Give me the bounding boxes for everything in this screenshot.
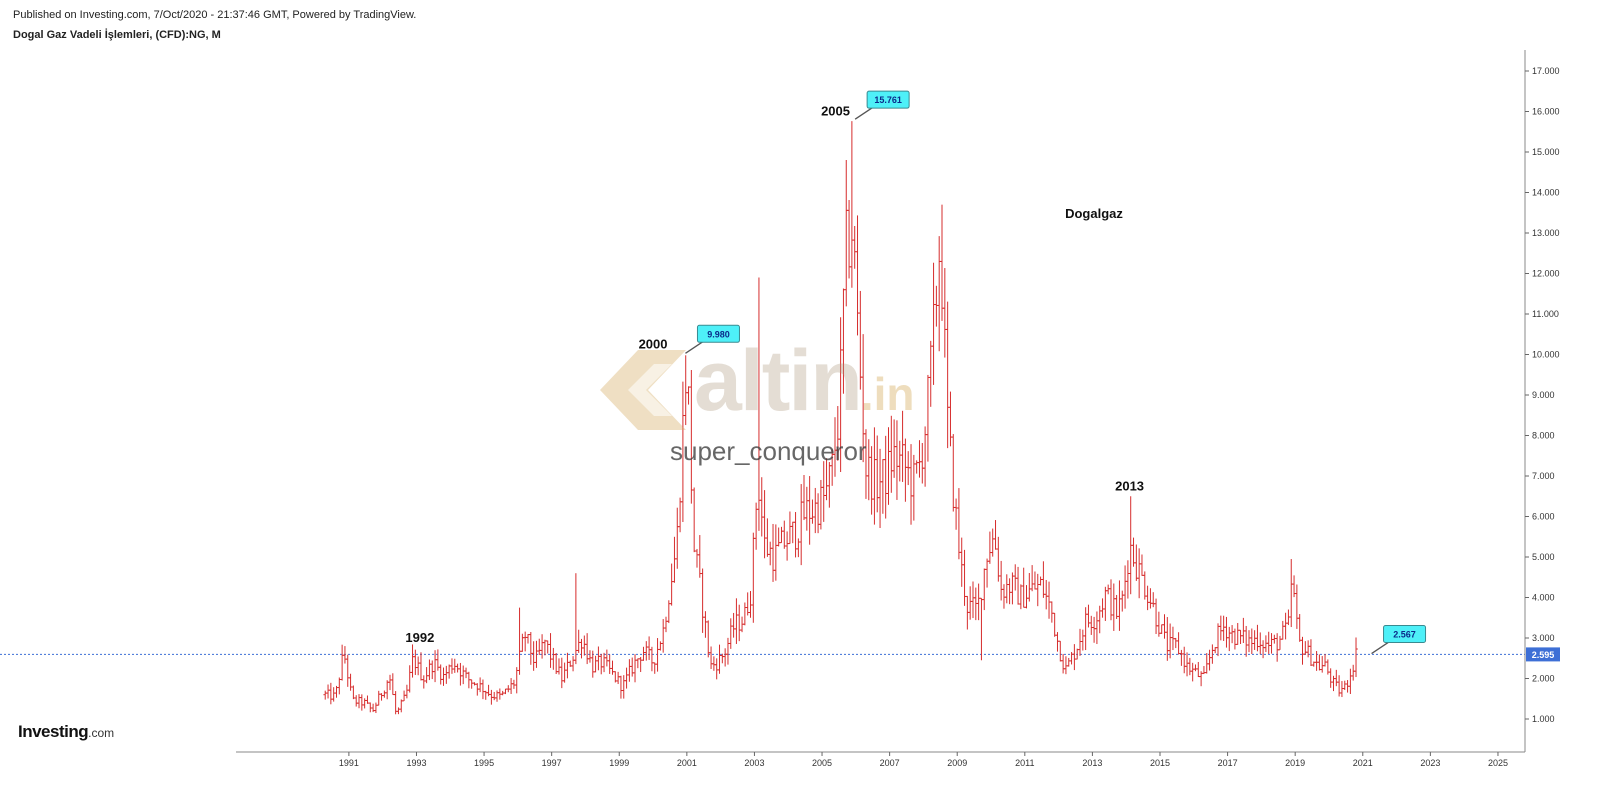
y-tick-label: 10.000 (1532, 350, 1560, 360)
y-tick-label: 16.000 (1532, 107, 1560, 117)
price-callout (866, 90, 910, 109)
axes: 1991 1993 1995 1997 1999 2001 2003 2005 2007 2009… (236, 50, 1560, 768)
year-annotation: 2013 (1115, 478, 1144, 493)
y-tick-label: 1.000 (1532, 714, 1555, 724)
year-annotation: 2000 (639, 337, 668, 352)
callout-pointer (854, 106, 874, 120)
y-tick-label: 12.000 (1532, 269, 1560, 279)
x-tick-label: 2023 (1420, 758, 1440, 768)
published-info: Published on Investing.com, 7/Oct/2020 -… (13, 9, 417, 21)
price-callout (696, 324, 740, 343)
x-tick-label: 1993 (406, 758, 426, 768)
investing-logo[interactable]: Investing.com (18, 722, 114, 742)
current-price-label: 2.595 (1532, 650, 1555, 660)
x-tick-label: 2025 (1488, 758, 1508, 768)
x-tick-label: 2005 (812, 758, 832, 768)
y-tick-label: 6.000 (1532, 512, 1555, 522)
x-tick-label: 2003 (744, 758, 764, 768)
price-callout-label: 9.980 (707, 329, 730, 339)
brand-name: Investing (18, 722, 89, 741)
y-tick-label: 4.000 (1532, 593, 1555, 603)
x-tick-label: 2017 (1218, 758, 1238, 768)
callout-pointer (685, 340, 704, 354)
x-tick-label: 1999 (609, 758, 629, 768)
brand-suffix: .com (88, 726, 115, 740)
y-tick-label: 7.000 (1532, 471, 1555, 481)
y-tick-label: 11.000 (1532, 309, 1559, 319)
y-tick-label: 2.000 (1532, 674, 1555, 684)
x-tick-label: 2001 (677, 758, 697, 768)
x-tick-label: 2021 (1353, 758, 1373, 768)
callout-pointer (1371, 640, 1390, 655)
x-tick-label: 2011 (1015, 758, 1034, 768)
y-tick-label: 3.000 (1532, 633, 1555, 643)
annotations: 1992 2000 2005 2013 9.980 15.761 2.567 (405, 90, 1427, 655)
x-tick-label: 2015 (1150, 758, 1170, 768)
price-callout-label: 2.567 (1393, 630, 1416, 640)
chart-title: Dogalgaz (1065, 206, 1123, 221)
x-tick-label: 2007 (880, 758, 900, 768)
ohlc-bars (323, 121, 1358, 715)
y-tick-label: 5.000 (1532, 552, 1555, 562)
y-tick-label: 9.000 (1532, 390, 1555, 400)
y-tick-label: 15.000 (1532, 147, 1560, 157)
year-annotation: 1992 (405, 630, 434, 645)
y-tick-label: 13.000 (1532, 228, 1560, 238)
y-tick-label: 17.000 (1532, 66, 1560, 76)
x-tick-label: 2013 (1082, 758, 1102, 768)
x-tick-label: 1991 (339, 758, 359, 768)
instrument-title: Dogal Gaz Vadeli İşlemleri, (CFD):NG, M (13, 29, 221, 41)
price-callout (1383, 625, 1427, 644)
x-tick-label: 1995 (474, 758, 494, 768)
price-callout-label: 15.761 (874, 95, 902, 105)
year-annotation: 2005 (821, 104, 850, 119)
x-tick-label: 2009 (947, 758, 967, 768)
y-tick-label: 14.000 (1532, 188, 1560, 198)
x-tick-label: 2019 (1285, 758, 1305, 768)
x-tick-label: 1997 (542, 758, 562, 768)
y-tick-label: 8.000 (1532, 431, 1555, 441)
current-price-badge (1526, 647, 1560, 662)
